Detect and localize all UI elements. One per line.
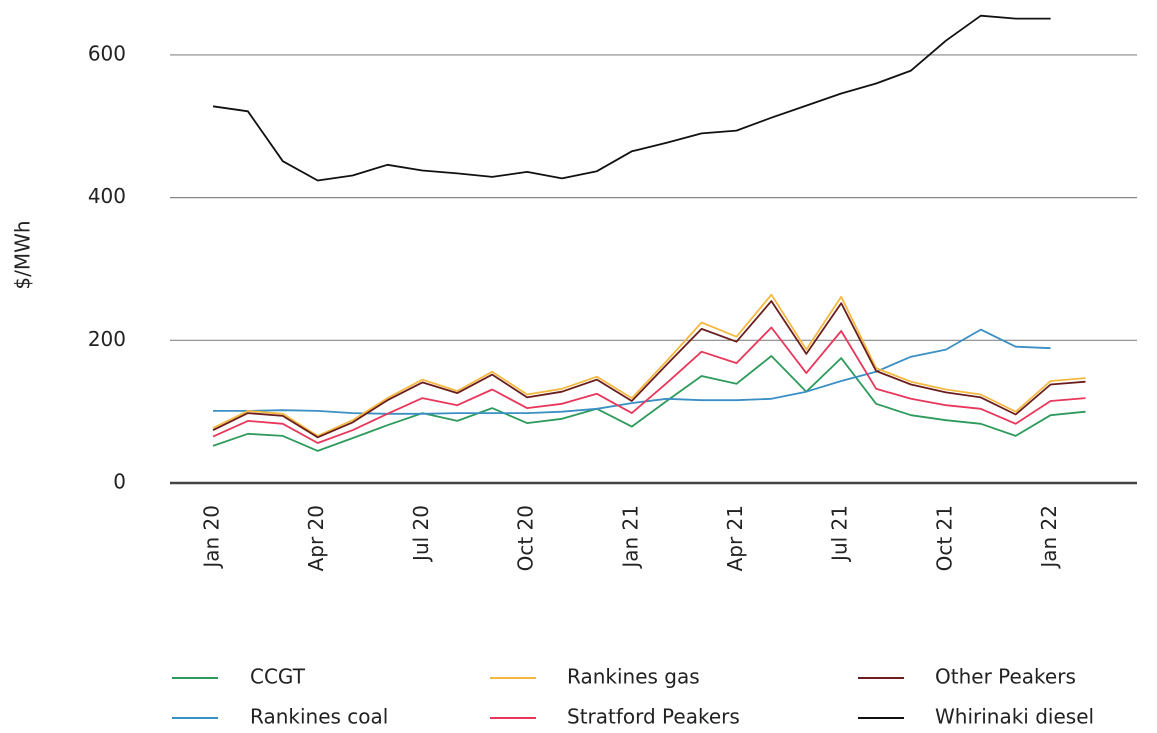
legend-label: Whirinaki diesel [935, 705, 1094, 729]
series-line [212, 293, 1086, 437]
x-tick-label: Jan 21 [618, 505, 642, 570]
series-line [212, 14, 1051, 182]
legend-label: Stratford Peakers [567, 705, 740, 729]
series-line [212, 355, 1086, 452]
x-tick-label: Jul 20 [409, 505, 433, 563]
x-tick-label: Jul 21 [828, 505, 852, 563]
y-axis-label: $/MWh [11, 220, 35, 289]
x-tick-label: Oct 20 [514, 505, 538, 571]
y-tick-label: 200 [88, 327, 126, 351]
x-tick-label: Apr 21 [723, 505, 747, 571]
legend-label: Other Peakers [935, 665, 1076, 689]
y-tick-label: 600 [88, 41, 126, 65]
legend-label: CCGT [250, 665, 306, 689]
series-line [212, 326, 1086, 444]
x-tick-label: Jan 20 [200, 505, 224, 570]
y-tick-label: 400 [88, 184, 126, 208]
series-line [213, 328, 1051, 415]
x-tick-label: Jan 22 [1037, 505, 1061, 570]
x-tick-label: Apr 20 [304, 505, 328, 571]
y-tick-label: 0 [113, 470, 126, 494]
series-line [212, 300, 1086, 439]
x-tick-label: Oct 21 [932, 505, 956, 571]
legend-label: Rankines gas [567, 665, 700, 689]
legend-label: Rankines coal [250, 705, 388, 729]
